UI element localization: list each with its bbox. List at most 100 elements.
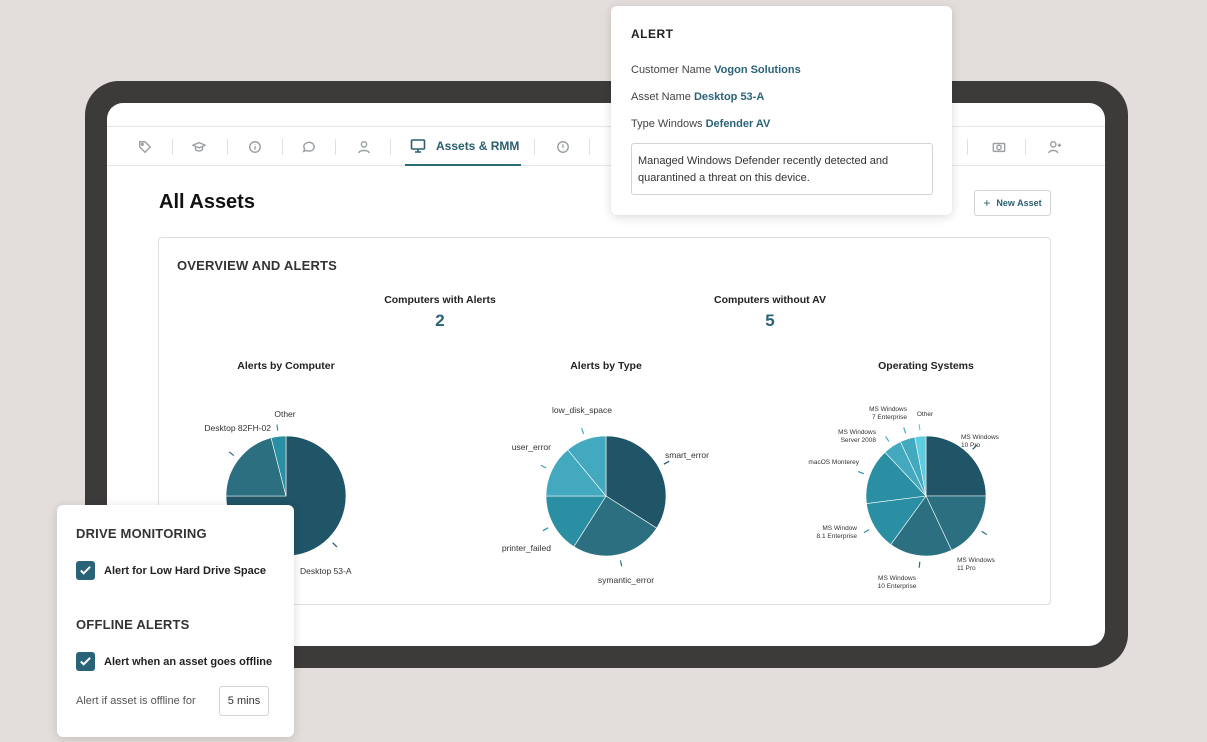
- low-space-row: Alert for Low Hard Drive Space: [76, 561, 266, 580]
- alert-customer-row: Customer Name Vogon Solutions: [631, 64, 801, 76]
- tag-icon[interactable]: [133, 127, 157, 166]
- nav-divider: [282, 139, 283, 155]
- drive-monitoring-title: DRIVE MONITORING: [76, 526, 207, 541]
- pie-slice[interactable]: [865, 451, 927, 504]
- overview-card: OVERVIEW AND ALERTS Computers with Alert…: [158, 237, 1051, 605]
- pie-slice[interactable]: [567, 435, 607, 497]
- alert-type-label: Type Windows: [631, 118, 703, 130]
- alert-customer-label: Customer Name: [631, 64, 712, 76]
- pie-label: MS Windows 10 Enterprise: [878, 575, 917, 590]
- pie-leader-line: [972, 444, 978, 450]
- alert-asset-row: Asset Name Desktop 53-A: [631, 91, 764, 103]
- nav-divider: [967, 139, 968, 155]
- pie-leader-line: [276, 424, 279, 431]
- alert-title: ALERT: [631, 27, 674, 41]
- add-user-icon[interactable]: [1043, 127, 1067, 166]
- nav-divider: [589, 139, 590, 155]
- alert-type-value[interactable]: Defender AV: [705, 118, 771, 130]
- offline-alerts-title: OFFLINE ALERTS: [76, 617, 190, 632]
- info-icon[interactable]: [243, 127, 267, 166]
- pie-slice[interactable]: [925, 435, 987, 497]
- pie-slice[interactable]: [890, 495, 952, 557]
- graduation-cap-icon[interactable]: [187, 127, 211, 166]
- pie-label: Other: [274, 409, 295, 419]
- plus-icon: +: [983, 196, 991, 210]
- tab-assets-rmm[interactable]: Assets & RMM: [405, 127, 521, 166]
- check-icon: [80, 566, 91, 575]
- pie-label: smart_error: [665, 450, 709, 460]
- pie-leader-line: [581, 428, 585, 435]
- pie-label: MS Windows 11 Pro: [957, 557, 996, 572]
- low-space-label: Alert for Low Hard Drive Space: [104, 564, 266, 577]
- chat-icon[interactable]: [297, 127, 321, 166]
- pie-label: MS Windows Server 2008: [838, 429, 877, 444]
- pie-label: Other: [917, 411, 934, 418]
- pie-leader-line: [619, 560, 623, 567]
- alert-customer-value[interactable]: Vogon Solutions: [714, 64, 801, 76]
- user-icon[interactable]: [352, 127, 376, 166]
- new-asset-label: New Asset: [996, 198, 1042, 208]
- chart-title-alerts-by-type: Alerts by Type: [570, 360, 642, 372]
- pie-slice[interactable]: [270, 435, 287, 497]
- check-icon: [80, 657, 91, 666]
- pie-slice[interactable]: [545, 449, 607, 497]
- pie-leader-line: [540, 464, 547, 469]
- new-asset-button[interactable]: + New Asset: [974, 190, 1051, 216]
- nav-divider: [1025, 139, 1026, 155]
- pie-leader-line: [863, 529, 870, 534]
- pie-leader-line: [858, 471, 865, 475]
- alert-asset-value[interactable]: Desktop 53-A: [693, 91, 765, 103]
- offline-label: Alert when an asset goes offline: [104, 655, 273, 668]
- chart-title-alerts-by-computer: Alerts by Computer: [237, 360, 335, 372]
- overview-title: OVERVIEW AND ALERTS: [177, 258, 338, 273]
- alert-type-row: Type Windows Defender AV: [631, 118, 770, 130]
- pie-leader-line: [663, 460, 670, 465]
- pie-slice[interactable]: [225, 437, 287, 497]
- tab-assets-rmm-label: Assets & RMM: [436, 138, 520, 153]
- alert-panel: ALERT Customer Name Vogon Solutions Asse…: [611, 6, 952, 215]
- nav-divider: [534, 139, 535, 155]
- pie-label: macOS Monterey: [808, 459, 859, 466]
- pie-leader-line: [542, 527, 549, 532]
- stat-value: 5: [765, 311, 775, 330]
- nav-divider: [390, 139, 391, 155]
- pie-label: MS Window 8.1 Enterprise: [817, 525, 858, 540]
- pie-slice[interactable]: [925, 495, 987, 551]
- page-title: All Assets: [159, 191, 255, 213]
- pie-label: MS Windows 10 Pro: [961, 434, 1000, 449]
- monitor-icon: [410, 138, 426, 153]
- alert-message: Managed Windows Defender recently detect…: [631, 143, 933, 195]
- pie-slice[interactable]: [573, 495, 658, 557]
- pie-leader-line: [885, 436, 890, 442]
- nav-divider: [172, 139, 173, 155]
- stat-label: Computers with Alerts: [384, 294, 496, 306]
- alert-asset-label: Asset Name: [631, 91, 691, 103]
- alert-circle-icon[interactable]: [551, 127, 575, 166]
- pie-leader-line: [918, 561, 921, 568]
- pie-leader-line: [228, 451, 235, 457]
- top-nav: Assets & RMM: [107, 126, 1105, 166]
- low-space-checkbox[interactable]: [76, 561, 95, 580]
- pie-slice[interactable]: [545, 495, 607, 548]
- pie-leader-line: [918, 424, 921, 431]
- nav-divider: [335, 139, 336, 155]
- stat-label: Computers without AV: [714, 294, 826, 306]
- offline-checkbox[interactable]: [76, 652, 95, 671]
- pie-leader-line: [332, 542, 338, 548]
- pie-label: MS Windows 7 Enterprise: [869, 406, 908, 421]
- pie-label: symantic_error: [598, 575, 654, 585]
- pie-label: printer_failed: [502, 543, 551, 553]
- drive-monitoring-panel: DRIVE MONITORING Alert for Low Hard Driv…: [57, 505, 294, 737]
- pie-slice[interactable]: [605, 435, 667, 529]
- pie-label: low_disk_space: [552, 405, 612, 415]
- nav-divider: [227, 139, 228, 155]
- pie-leader-line: [903, 427, 907, 434]
- pie-slice[interactable]: [914, 435, 927, 497]
- pie-label: Desktop 82FH-02: [204, 423, 271, 433]
- offline-for-label: Alert if asset is offline for: [76, 695, 196, 707]
- offline-duration-input[interactable]: [219, 686, 269, 716]
- stat-computers-with-alerts: Computers with Alerts 2: [350, 294, 530, 331]
- offline-row: Alert when an asset goes offline: [76, 652, 272, 671]
- camera-icon[interactable]: [987, 127, 1011, 166]
